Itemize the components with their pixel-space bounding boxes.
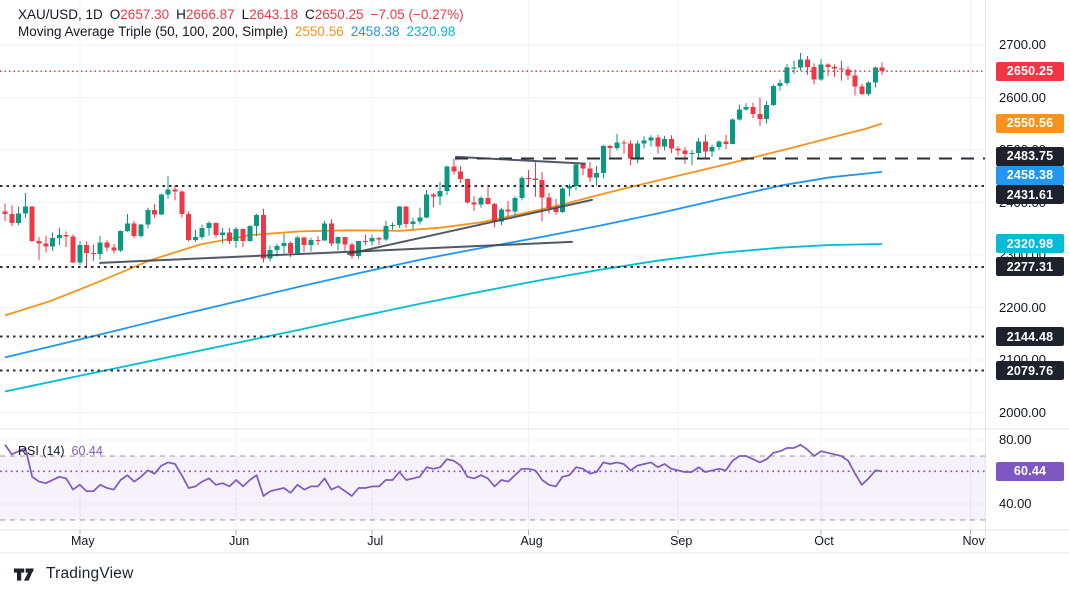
ma-indicator-title[interactable]: Moving Average Triple (50, 100, 200, Sim… <box>18 24 288 39</box>
price-axis-badge: 2079.76 <box>996 361 1064 381</box>
rsi-line <box>4 443 883 497</box>
pane-separators <box>0 428 1069 554</box>
price-axis-label: 2200.00 <box>999 299 1046 315</box>
price-axis-badge: 2431.61 <box>996 185 1064 204</box>
price-axis-badge: 2458.38 <box>996 165 1064 185</box>
price-axis-label: 2700.00 <box>999 37 1046 52</box>
tradingview-logo[interactable]: TradingView <box>14 565 134 583</box>
time-axis-label: Jun <box>229 534 250 548</box>
ma100-value: 2458.38 <box>350 24 400 39</box>
ma-indicator-legend: Moving Average Triple (50, 100, 200, Sim… <box>18 24 455 39</box>
tradingview-logo-icon <box>14 567 34 581</box>
price-axis-label: 2000.00 <box>999 404 1046 420</box>
price-axis-badge: 2320.98 <box>996 234 1064 254</box>
symbol-legend: XAU/USD, 1D O2657.30 H2666.87 L2643.18 C… <box>18 7 464 22</box>
price-axis-badge: 2483.75 <box>996 146 1064 166</box>
price-axis-badge: 2650.25 <box>996 61 1064 81</box>
price-axis-badge: 2550.56 <box>996 113 1064 133</box>
rsi-axis-label: 80.00 <box>999 432 1032 447</box>
price-axis-badge: 2144.48 <box>996 327 1064 347</box>
moving-average-lines <box>4 122 883 393</box>
time-axis-label: Sep <box>670 534 693 548</box>
ma200-value: 2320.98 <box>406 24 456 39</box>
time-axis[interactable]: May Jun Jul Aug Sep Oct Nov <box>0 530 985 553</box>
rsi-indicator-legend: RSI (14) 60.44 <box>18 444 103 458</box>
ohlc-low: L2643.18 <box>241 7 298 22</box>
ma50-value: 2550.56 <box>294 24 344 39</box>
rsi-band <box>0 455 985 521</box>
time-axis-label: Oct <box>814 534 834 548</box>
candles-layer <box>2 52 885 268</box>
price-change: −7.05 (−0.27%) <box>370 7 464 22</box>
time-axis-label: May <box>70 534 95 548</box>
rsi-value: 60.44 <box>71 444 103 458</box>
rsi-indicator-title[interactable]: RSI (14) <box>18 444 65 458</box>
ohlc-close: C2650.25 <box>305 7 364 22</box>
time-axis-label: Nov <box>962 534 985 548</box>
drawing-lines <box>0 70 985 372</box>
gridlines <box>0 0 985 530</box>
price-axis-badge: 2277.31 <box>996 257 1064 277</box>
time-axis-label: Aug <box>520 534 543 548</box>
time-axis-label: Jul <box>367 534 384 548</box>
price-axis-label: 2600.00 <box>999 89 1046 105</box>
ohlc-high: H2666.87 <box>176 7 235 22</box>
tradingview-logo-text: TradingView <box>46 565 134 582</box>
price-axis-badge: 60.44 <box>996 461 1064 481</box>
ohlc-open: O2657.30 <box>109 7 170 22</box>
price-axis[interactable]: 2700.002600.002500.002400.002300.002200.… <box>985 0 1069 553</box>
symbol-title[interactable]: XAU/USD, 1D <box>18 7 103 22</box>
rsi-axis-label: 40.00 <box>999 496 1032 511</box>
